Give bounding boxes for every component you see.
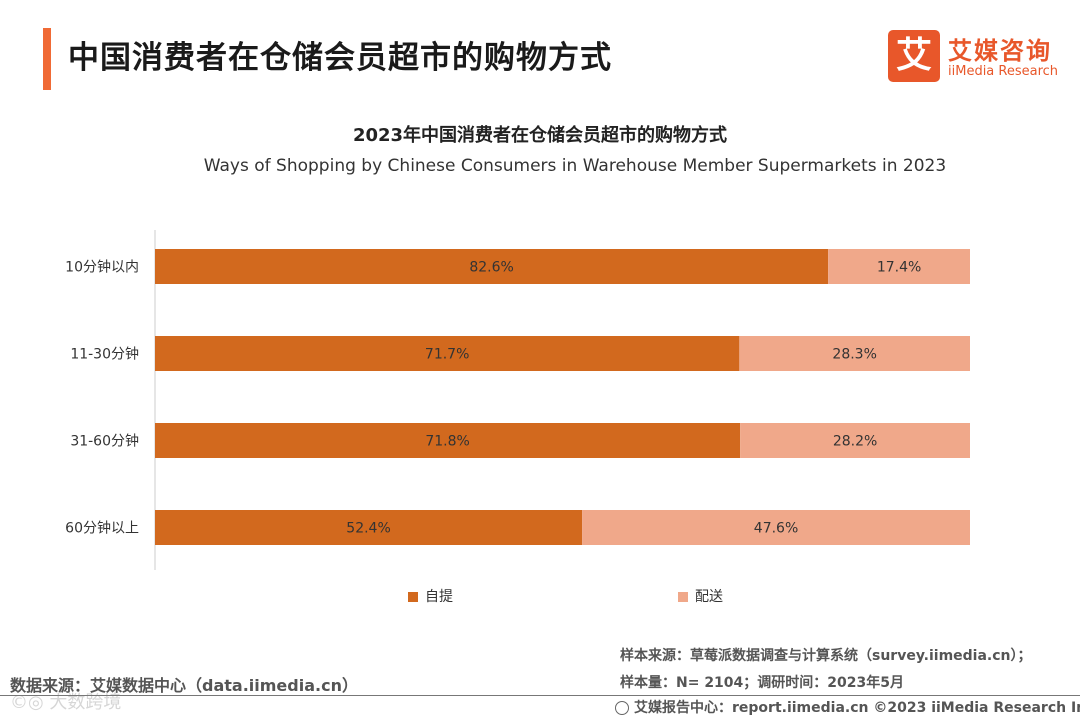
- legend-swatch-self-pickup: [408, 592, 418, 602]
- footer-divider: [0, 695, 1080, 696]
- logo-mark: 艾: [888, 30, 940, 82]
- logo-text-cn: 艾媒咨询: [948, 37, 1052, 65]
- bar-self-pickup: [155, 249, 829, 284]
- legend-label-self-pickup: 自提: [425, 589, 453, 605]
- bar-self-pickup: [155, 423, 741, 458]
- bar-delivery: [739, 336, 970, 371]
- data-label: 71.8%: [425, 434, 469, 450]
- data-label: 52.4%: [346, 521, 390, 537]
- title-accent-bar: [43, 28, 51, 90]
- footer-report-text: 艾媒报告中心：report.iimedia.cn ©2023 iiMedia R…: [634, 700, 1080, 716]
- watermark: ©◎ 大数跨境: [10, 692, 122, 713]
- footer-report-center: 艾媒报告中心：report.iimedia.cn ©2023 iiMedia R…: [615, 697, 1080, 717]
- data-label: 82.6%: [469, 260, 513, 276]
- legend-swatch-delivery: [678, 592, 688, 602]
- data-label: 71.7%: [425, 347, 469, 363]
- data-source-note: 数据来源：艾媒数据中心（data.iimedia.cn）: [10, 676, 358, 695]
- data-label: 47.6%: [754, 521, 798, 537]
- chart-subtitle: Ways of Shopping by Chinese Consumers in…: [203, 156, 947, 176]
- legend-item-delivery: 配送: [678, 586, 723, 606]
- chart-title: 2023年中国消费者在仓储会员超市的购物方式: [352, 125, 728, 146]
- sample-size-note: 样本量：N= 2104；调研时间：2023年5月: [620, 675, 904, 691]
- data-label: 28.3%: [832, 347, 876, 363]
- bar-self-pickup: [155, 336, 740, 371]
- y-tick-label: 31-60分钟: [70, 433, 139, 450]
- legend-item-self-pickup: 自提: [408, 586, 453, 606]
- logo-text-en: iiMedia Research: [948, 64, 1059, 79]
- y-tick-label: 10分钟以内: [65, 259, 139, 276]
- bar-self-pickup: [155, 510, 583, 545]
- bar-delivery: [582, 510, 970, 545]
- bar-delivery: [828, 249, 970, 284]
- data-label: 17.4%: [877, 260, 921, 276]
- y-tick-label: 60分钟以上: [65, 520, 139, 537]
- y-tick-label: 11-30分钟: [70, 346, 139, 363]
- iimedia-logo: 艾 艾媒咨询 iiMedia Research: [888, 30, 1063, 85]
- data-label: 28.2%: [833, 434, 877, 450]
- page-title: 中国消费者在仓储会员超市的购物方式: [68, 40, 612, 76]
- sample-source-note: 样本来源：草莓派数据调查与计算系统（survey.iimedia.cn）；: [620, 648, 1032, 664]
- bar-delivery: [740, 423, 970, 458]
- stacked-bar-chart: 10分钟以内 82.6% 17.4% 11-30分钟 71.7% 28.3% 31-60分钟…: [65, 230, 970, 570]
- legend-label-delivery: 配送: [695, 589, 723, 605]
- globe-icon: [615, 701, 629, 715]
